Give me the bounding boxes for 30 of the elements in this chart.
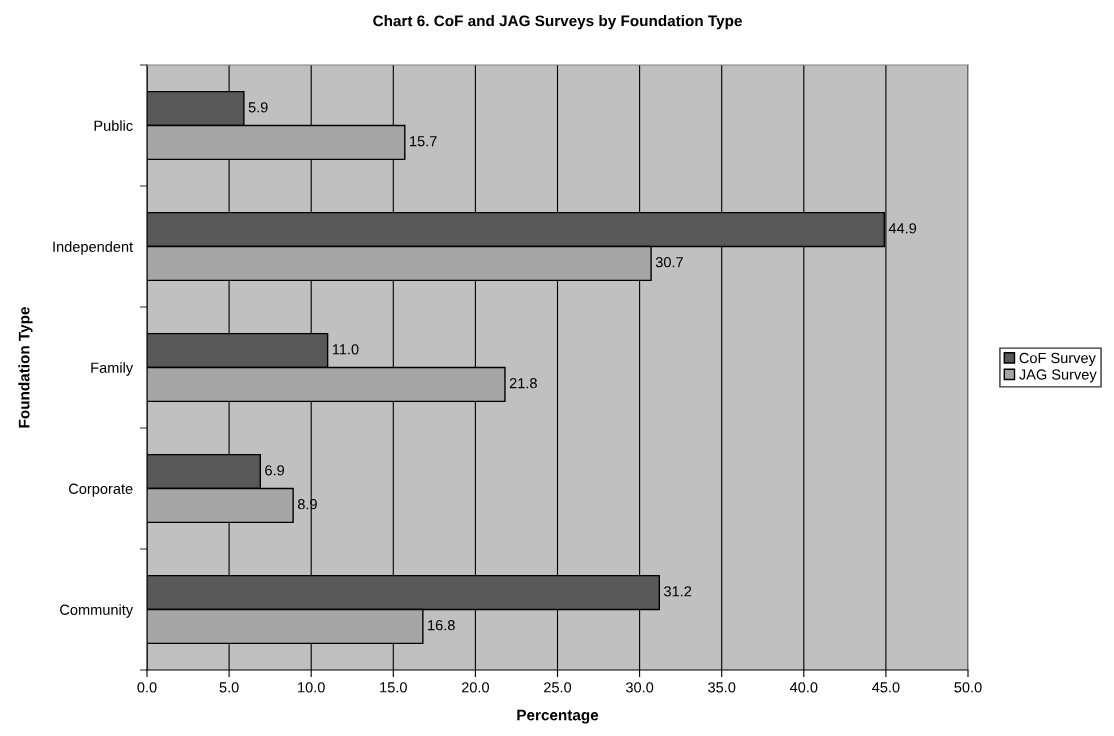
data-label: 5.9 [248, 102, 268, 113]
x-axis-title: Percentage [517, 709, 599, 724]
data-label: 31.2 [664, 586, 692, 597]
x-tick-label: 40.0 [789, 682, 818, 693]
x-tick-label: 25.0 [544, 682, 572, 693]
data-label: 11.0 [332, 344, 359, 355]
data-label: 44.9 [888, 223, 917, 234]
x-tick-label: 50.0 [954, 682, 982, 693]
x-tick-label: 10.0 [298, 682, 325, 693]
x-tick-label: 45.0 [872, 682, 900, 693]
y-tick-label: Public [94, 120, 133, 131]
data-label: 30.7 [655, 257, 683, 268]
y-tick-label: Community [60, 604, 134, 618]
legend-label: CoF Survey [1019, 352, 1096, 367]
x-tick-label: 5.0 [219, 682, 239, 693]
chart-title: Chart 6. CoF and JAG Surveys by Foundation Type [373, 15, 742, 30]
x-tick-label: 0.0 [137, 682, 157, 693]
data-label: 16.8 [428, 620, 455, 631]
x-tick-label: 15.0 [380, 682, 407, 693]
data-label: 15.7 [410, 136, 437, 147]
y-tick-label: Corporate [69, 483, 133, 497]
legend-label: JAG Survey [1019, 369, 1097, 383]
x-tick-label: 20.0 [461, 682, 490, 693]
x-tick-label: 35.0 [708, 682, 736, 693]
data-label: 6.9 [265, 465, 285, 476]
data-label: 21.8 [509, 378, 537, 389]
y-tick-label: Independent [53, 241, 134, 255]
y-tick-label: Family [91, 362, 134, 376]
x-tick-label: 30.0 [625, 682, 654, 693]
y-axis-title: Foundation Type [18, 307, 33, 428]
